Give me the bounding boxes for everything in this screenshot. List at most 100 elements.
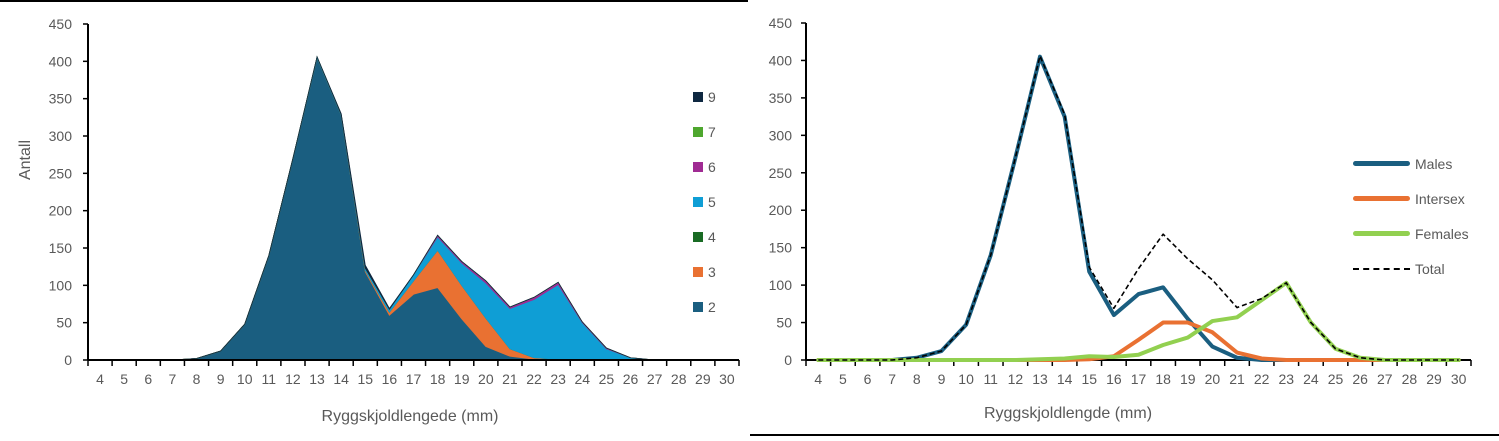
legend-swatch — [693, 161, 703, 172]
legend-line-swatch — [1353, 231, 1410, 236]
x-tick-label: 10 — [237, 371, 253, 387]
legend-swatch — [693, 301, 703, 312]
x-tick-label: 17 — [406, 371, 422, 387]
y-tick-label: 100 — [49, 277, 73, 293]
x-tick-label: 22 — [526, 371, 542, 387]
legend-item-males: Males — [1353, 146, 1469, 181]
y-tick-label: 0 — [64, 352, 72, 368]
x-axis-title: Ryggskjoldlengde (mm) — [984, 405, 1152, 422]
x-tick-label: 26 — [1352, 371, 1368, 387]
legend-swatch — [693, 126, 703, 137]
y-tick-label: 50 — [776, 315, 792, 331]
y-tick-label: 250 — [49, 165, 73, 181]
legend-item-total: Total — [1353, 251, 1469, 286]
x-tick-label: 19 — [1180, 371, 1196, 387]
legend-label: Females — [1415, 225, 1469, 242]
y-axis-title: Antall — [17, 140, 34, 180]
x-tick-label: 25 — [1328, 371, 1344, 387]
x-tick-label: 6 — [864, 371, 872, 387]
x-tick-label: 28 — [671, 371, 687, 387]
x-tick-label: 29 — [1426, 371, 1442, 387]
legend-item-9: 9 — [693, 79, 716, 114]
legend-line-swatch — [1353, 196, 1410, 201]
x-tick-label: 11 — [262, 371, 277, 387]
x-tick-label: 14 — [333, 371, 349, 387]
x-tick-label: 5 — [839, 371, 847, 387]
x-tick-label: 18 — [1155, 371, 1171, 387]
y-tick-label: 450 — [49, 16, 73, 32]
x-tick-label: 9 — [217, 371, 225, 387]
y-tick-label: 100 — [769, 277, 793, 293]
legend: 9 7 6 5 4 3 2 — [693, 79, 716, 324]
legend-item-7: 7 — [693, 114, 716, 149]
y-tick-label: 350 — [49, 91, 73, 107]
x-tick-label: 17 — [1131, 371, 1147, 387]
x-tick-label: 11 — [983, 371, 998, 387]
x-tick-label: 30 — [1451, 371, 1467, 387]
y-tick-label: 200 — [769, 202, 793, 218]
legend-swatch — [693, 266, 703, 277]
x-tick-label: 4 — [96, 371, 104, 387]
x-tick-label: 18 — [430, 371, 446, 387]
legend-label: 3 — [708, 263, 716, 280]
y-tick-label: 450 — [769, 15, 793, 31]
legend-label: 6 — [708, 158, 716, 175]
legend-swatch — [693, 91, 703, 102]
x-axis-title: Ryggskjoldlengede (mm) — [322, 408, 499, 425]
x-tick-label: 20 — [478, 371, 494, 387]
x-tick-label: 13 — [1032, 371, 1048, 387]
legend-line-swatch — [1353, 267, 1410, 270]
legend-item-4: 4 — [693, 219, 716, 254]
area-series-2 — [100, 56, 727, 361]
legend-label: Males — [1415, 155, 1453, 172]
x-tick-label: 29 — [695, 371, 711, 387]
y-tick-label: 400 — [769, 52, 793, 68]
x-tick-label: 21 — [502, 371, 518, 387]
line-chart: 0 50 100 150 200 250 300 350 400 450 4 5 6 7 8 9 10 11 12 1… — [750, 0, 1499, 436]
legend-swatch — [693, 231, 703, 242]
legend-label: 7 — [708, 123, 716, 140]
y-tick-label: 300 — [769, 127, 793, 143]
area-series-group — [100, 55, 727, 361]
legend-item-6: 6 — [693, 149, 716, 184]
legend-swatch — [693, 196, 703, 207]
bottom-rule — [750, 434, 1499, 436]
x-tick-label: 20 — [1205, 371, 1221, 387]
legend-label: Total — [1415, 260, 1445, 277]
x-tick-label: 4 — [814, 371, 822, 387]
x-tick-label: 23 — [1278, 371, 1294, 387]
x-tick-label: 7 — [168, 371, 176, 387]
x-tick-label: 30 — [719, 371, 735, 387]
legend-label: Intersex — [1415, 190, 1465, 207]
x-tick-label: 16 — [382, 371, 398, 387]
legend-item-females: Females — [1353, 216, 1469, 251]
legend-label: 5 — [708, 193, 716, 210]
x-tick-label: 14 — [1057, 371, 1073, 387]
x-tick-label: 28 — [1402, 371, 1418, 387]
y-tick-label: 300 — [49, 128, 73, 144]
legend-label: 4 — [708, 228, 716, 245]
x-tick-label: 8 — [193, 371, 201, 387]
x-tick-label: 12 — [285, 371, 301, 387]
x-tick-label: 7 — [888, 371, 896, 387]
top-rule — [0, 0, 748, 2]
x-tick-label: 21 — [1229, 371, 1245, 387]
line-series-total — [818, 55, 1459, 361]
x-tick-label: 24 — [1303, 371, 1319, 387]
x-tick-label: 15 — [357, 371, 373, 387]
x-tick-label: 8 — [913, 371, 921, 387]
line-series-females — [816, 280, 1461, 362]
x-tick-label: 10 — [958, 371, 974, 387]
x-tick-label: 22 — [1254, 371, 1270, 387]
y-tick-label: 150 — [49, 240, 73, 256]
x-tick-label: 25 — [599, 371, 615, 387]
y-tick-label: 50 — [56, 315, 72, 331]
x-tick-label: 27 — [1377, 371, 1393, 387]
area-series-9 — [100, 55, 727, 361]
x-tick-label: 19 — [454, 371, 470, 387]
y-tick-label: 350 — [769, 90, 793, 106]
x-tick-label: 13 — [309, 371, 325, 387]
y-tick-label: 0 — [784, 352, 792, 368]
